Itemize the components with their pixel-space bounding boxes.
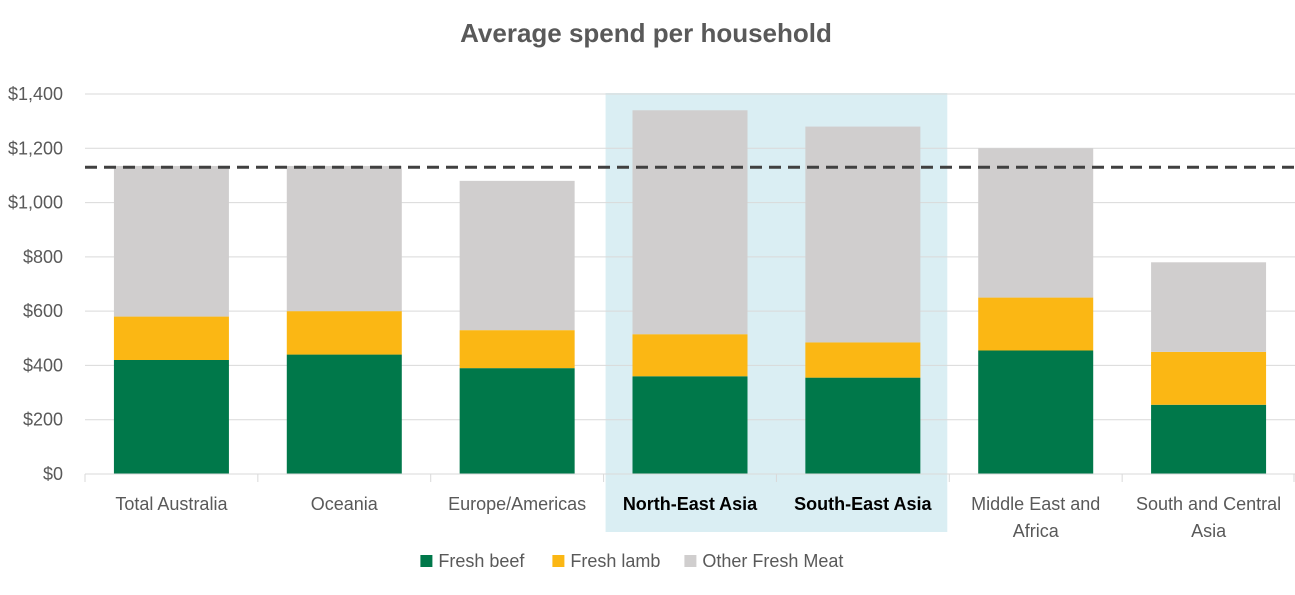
- category-labels: Total Australia Oceania Europe/Americas Nor…: [115, 494, 1281, 541]
- category-label-europe-americas: Europe/Americas: [448, 494, 586, 514]
- bar-fresh-lamb-oceania: [286, 311, 402, 355]
- y-axis: $0 $200 $400 $600 $800 $1,000 $1,200 $1,400: [8, 84, 63, 484]
- y-tick-label: $0: [43, 464, 63, 484]
- bar-fresh-lamb-middle-east-and-africa: [978, 297, 1094, 351]
- bar-fresh-beef-north-east-asia: [632, 376, 748, 474]
- bar-fresh-lamb-europe-americas: [459, 330, 575, 369]
- category-label-line: Oceania: [311, 494, 379, 514]
- bar-fresh-lamb-south-and-central-asia: [1151, 351, 1267, 405]
- bar-fresh-beef-middle-east-and-africa: [978, 350, 1094, 474]
- category-label-line: North-East Asia: [623, 494, 758, 514]
- bar-other-fresh-meat-south-east-asia: [805, 126, 921, 343]
- category-label-line: Europe/Americas: [448, 494, 586, 514]
- y-tick-label: $600: [23, 301, 63, 321]
- bar-fresh-beef-south-and-central-asia: [1151, 404, 1267, 474]
- legend-label-fresh-beef: Fresh beef: [438, 551, 525, 571]
- legend-swatch-fresh-lamb: [552, 555, 565, 567]
- bar-fresh-beef-south-east-asia: [805, 377, 921, 474]
- legend-label-other-fresh-meat: Other Fresh Meat: [702, 551, 843, 571]
- y-tick-label: $400: [23, 355, 63, 375]
- bar-other-fresh-meat-oceania: [286, 165, 402, 312]
- bar-fresh-beef-europe-americas: [459, 368, 575, 474]
- bars: [113, 110, 1267, 474]
- y-tick-label: $1,400: [8, 84, 63, 104]
- category-label-oceania: Oceania: [311, 494, 379, 514]
- bar-other-fresh-meat-total-australia: [113, 165, 229, 317]
- x-axis: [84, 473, 1295, 482]
- legend-swatch-fresh-beef: [420, 555, 433, 567]
- category-label-south-and-central-asia: South and Central Asia: [1136, 494, 1281, 541]
- bar-fresh-beef-oceania: [286, 354, 402, 474]
- category-label-line: Africa: [1013, 521, 1060, 541]
- legend-label-fresh-lamb: Fresh lamb: [570, 551, 660, 571]
- category-label-line: South and Central: [1136, 494, 1281, 514]
- category-label-north-east-asia: North-East Asia: [623, 494, 758, 514]
- category-label-line: Asia: [1191, 521, 1227, 541]
- chart-title: Average spend per household: [460, 18, 832, 48]
- bar-other-fresh-meat-north-east-asia: [632, 110, 748, 335]
- category-label-middle-east-and-africa: Middle East and Africa: [971, 494, 1100, 541]
- legend-swatch-other-fresh-meat: [684, 555, 697, 567]
- category-label-line: South-East Asia: [794, 494, 932, 514]
- category-label-total-australia: Total Australia: [115, 494, 228, 514]
- legend: Fresh beef Fresh lamb Other Fresh Meat: [420, 551, 843, 571]
- bar-fresh-lamb-north-east-asia: [632, 334, 748, 377]
- bar-other-fresh-meat-south-and-central-asia: [1151, 262, 1267, 352]
- y-tick-label: $1,000: [8, 193, 63, 213]
- bar-fresh-lamb-total-australia: [113, 316, 229, 360]
- bar-fresh-lamb-south-east-asia: [805, 342, 921, 378]
- category-label-south-east-asia: South-East Asia: [794, 494, 932, 514]
- bar-other-fresh-meat-europe-americas: [459, 180, 575, 331]
- category-label-line: Total Australia: [115, 494, 228, 514]
- y-tick-label: $200: [23, 410, 63, 430]
- bar-other-fresh-meat-middle-east-and-africa: [978, 148, 1094, 298]
- category-label-line: Middle East and: [971, 494, 1100, 514]
- y-tick-label: $1,200: [8, 138, 63, 158]
- bar-fresh-beef-total-australia: [113, 360, 229, 474]
- y-tick-label: $800: [23, 247, 63, 267]
